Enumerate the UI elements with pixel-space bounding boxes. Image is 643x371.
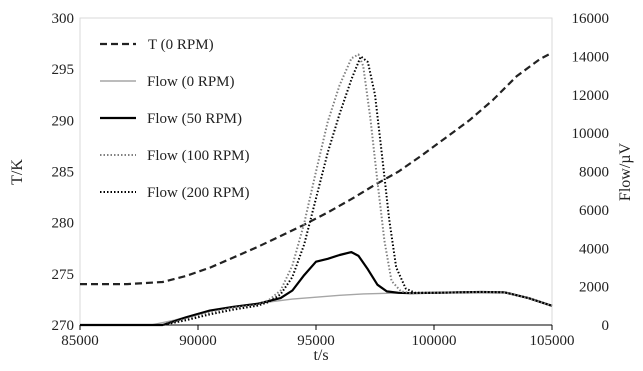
right-y-tick-label: 8000 <box>579 165 609 181</box>
x-axis-title: t/s <box>313 347 328 364</box>
left-y-tick-label: 280 <box>52 216 75 232</box>
ticks-layer: 85000 90000 95000 100000 1050002702752802852… <box>52 11 610 349</box>
x-tick-label: 95000 <box>297 333 335 349</box>
legend-label-2: Flow (0 RPM) <box>147 74 235 90</box>
right-y-tick-label: 10000 <box>572 126 610 142</box>
x-tick-label: 90000 <box>179 333 217 349</box>
legend: T (0 RPM) Flow (0 RPM) Flow (50 RPM) Flow (… <box>100 37 250 201</box>
left-y-tick-label: 300 <box>52 11 75 27</box>
x-tick-label: 85000 <box>61 333 99 349</box>
left-y-tick-label: 290 <box>52 113 75 129</box>
right-y-tick-label: 0 <box>602 318 610 334</box>
x-tick-label: 105000 <box>530 333 575 349</box>
series-line-5 <box>80 55 553 326</box>
left-y-tick-label: 285 <box>52 165 75 181</box>
left-y-tick-label: 295 <box>52 62 75 78</box>
left-y-axis-title: T/K <box>9 159 26 185</box>
right-y-tick-label: 6000 <box>579 203 609 219</box>
legend-label-3: Flow (50 RPM) <box>147 111 242 127</box>
x-tick-label: 100000 <box>412 333 457 349</box>
right-y-axis-title: Flow/µV <box>617 143 634 202</box>
right-y-tick-label: 12000 <box>572 88 610 104</box>
series-layer <box>80 51 553 327</box>
series-line-1 <box>80 51 553 286</box>
right-y-tick-label: 4000 <box>579 241 609 257</box>
legend-label-5: Flow (200 RPM) <box>147 185 250 201</box>
legend-label-1: T (0 RPM) <box>148 37 214 53</box>
legend-label-4: Flow (100 RPM) <box>147 148 250 164</box>
right-y-tick-label: 14000 <box>572 49 610 65</box>
right-y-tick-label: 2000 <box>579 280 609 296</box>
left-y-tick-label: 270 <box>52 318 75 334</box>
right-y-tick-label: 16000 <box>572 11 610 27</box>
left-y-tick-label: 275 <box>52 267 75 283</box>
